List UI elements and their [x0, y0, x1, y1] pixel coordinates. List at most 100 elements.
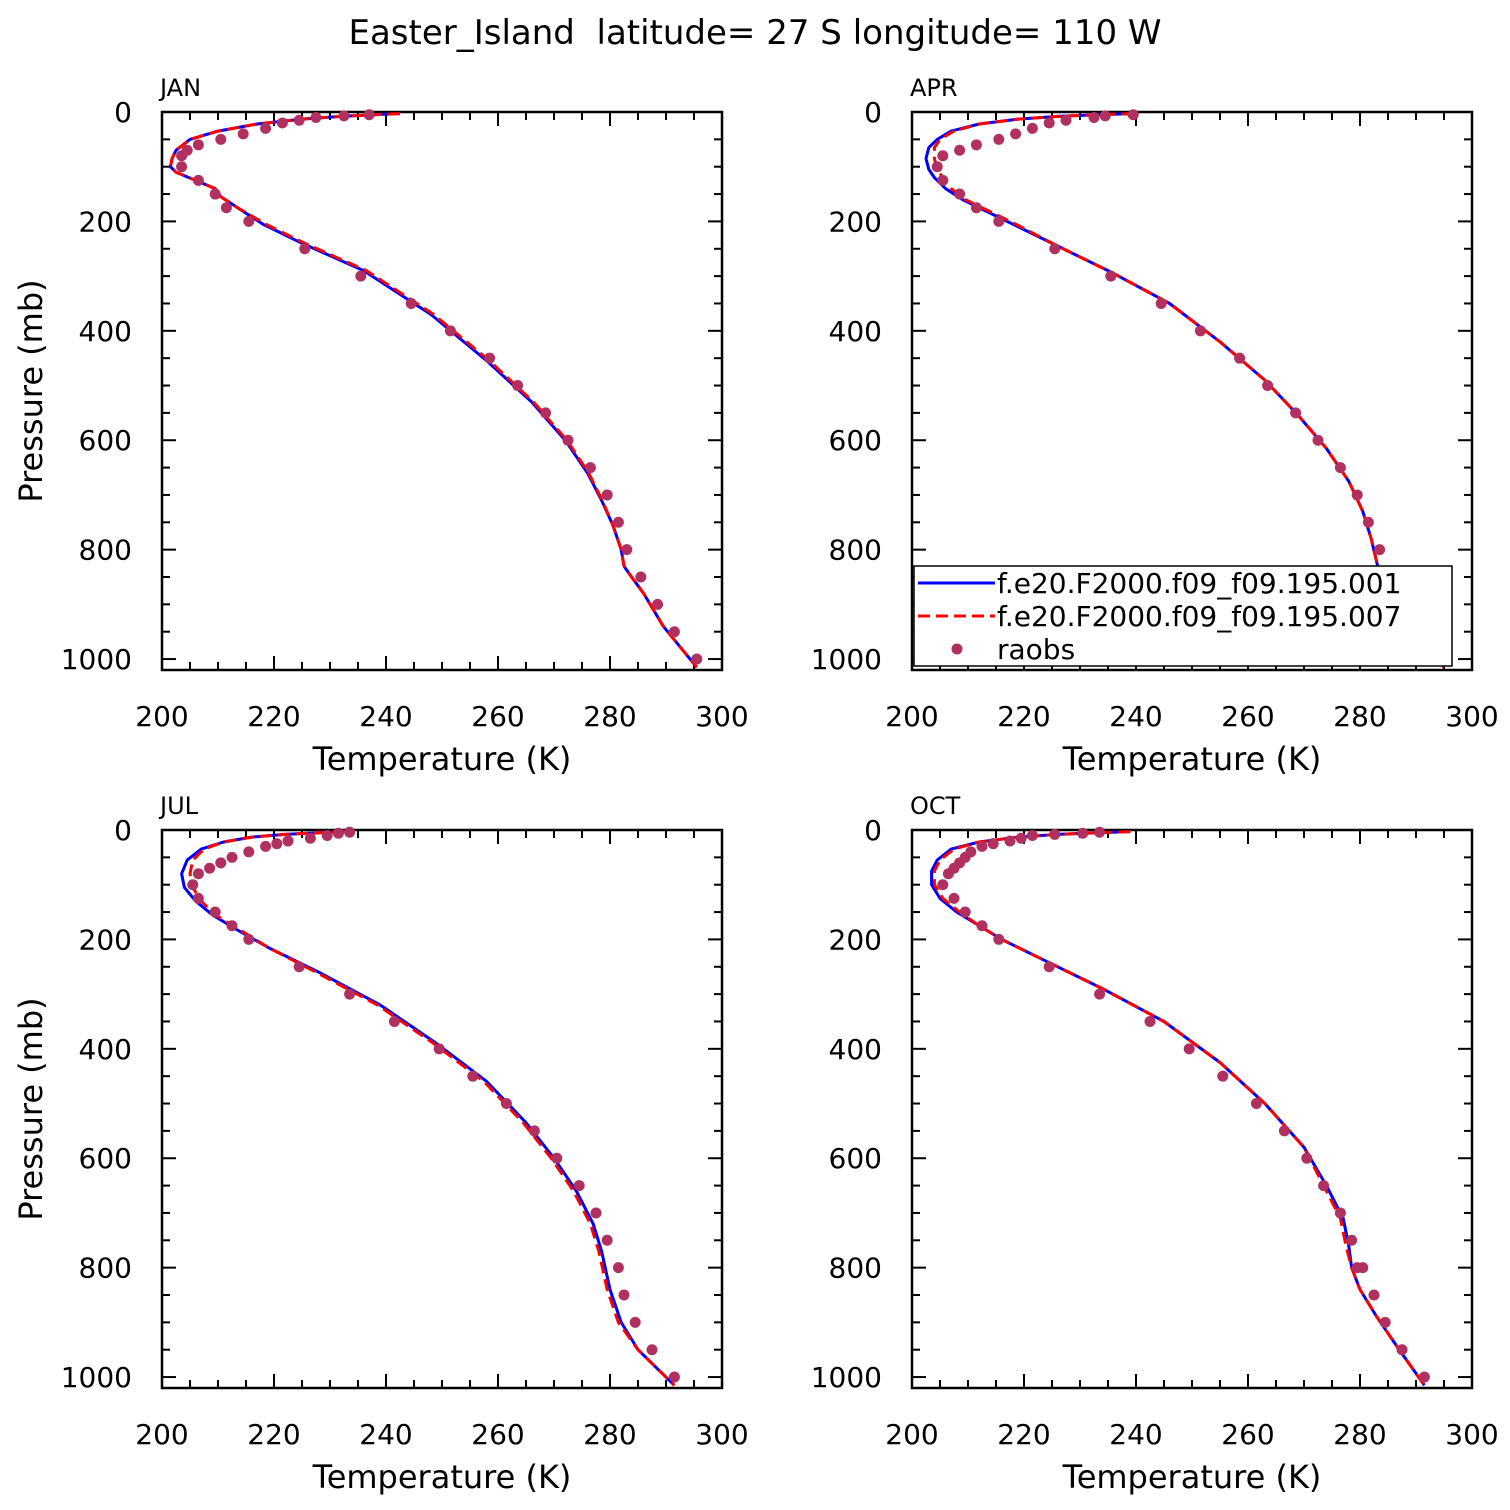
- raobs-point: [192, 174, 204, 186]
- raobs-point: [1099, 110, 1111, 122]
- raobs-point: [621, 544, 633, 556]
- panel-jan: JAN 200 220 240 260 280 300 0 200 400 600 800 1000 Te…: [12, 74, 749, 778]
- x-tick-label: 300: [695, 1418, 748, 1451]
- raobs-point: [433, 1043, 445, 1055]
- y-tick-label: 1000: [61, 1361, 132, 1394]
- raobs-point: [584, 462, 596, 474]
- raobs-point: [338, 110, 350, 122]
- raobs-point: [467, 1070, 479, 1082]
- raobs-point: [1334, 462, 1346, 474]
- raobs-point: [954, 144, 966, 156]
- legend-box: [913, 565, 1453, 667]
- raobs-point: [484, 352, 496, 364]
- y-tick-label: 0: [114, 96, 132, 129]
- raobs-point: [987, 838, 999, 850]
- y-tick-label: 400: [829, 315, 882, 348]
- raobs-point: [215, 857, 227, 869]
- raobs-point: [1060, 114, 1072, 126]
- raobs-point: [1312, 434, 1324, 446]
- raobs-point: [293, 114, 305, 126]
- raobs-point: [243, 846, 255, 858]
- raobs-point: [573, 1180, 585, 1192]
- raobs-point: [1362, 516, 1374, 528]
- y-tick-label: 200: [829, 205, 882, 238]
- legend-marker: [951, 643, 963, 655]
- raobs-point: [1144, 1015, 1156, 1027]
- x-axis-title: Temperature (K): [312, 740, 572, 778]
- raobs-point: [405, 297, 417, 309]
- raobs-point: [1334, 1207, 1346, 1219]
- raobs-point: [959, 906, 971, 918]
- x-tick-label: 280: [583, 700, 636, 733]
- y-tick-label: 400: [79, 1033, 132, 1066]
- raobs-point: [993, 933, 1005, 945]
- raobs-point: [1077, 827, 1089, 839]
- raobs-point: [1043, 961, 1055, 973]
- raobs-point: [176, 161, 188, 173]
- raobs-point: [1183, 1043, 1195, 1055]
- x-tick-label: 260: [1221, 1418, 1274, 1451]
- x-tick-label: 260: [471, 1418, 524, 1451]
- raobs-point: [282, 835, 294, 847]
- raobs-point: [1351, 489, 1363, 501]
- series-line-007: [168, 112, 698, 669]
- raobs-point: [590, 1207, 602, 1219]
- raobs-point: [528, 1125, 540, 1137]
- legend: f.e20.F2000.f09_f09.195.001f.e20.F2000.f…: [913, 565, 1453, 667]
- x-tick-label: 280: [583, 1418, 636, 1451]
- raobs-point: [551, 1152, 563, 1164]
- raobs-point: [293, 961, 305, 973]
- raobs-point: [192, 892, 204, 904]
- y-tick-label: 200: [829, 923, 882, 956]
- raobs-point: [1290, 407, 1302, 419]
- raobs-point: [668, 1371, 680, 1383]
- raobs-point: [299, 243, 311, 255]
- y-axis-title: Pressure (mb): [12, 997, 50, 1220]
- raobs-point: [388, 1015, 400, 1027]
- x-tick-label: 240: [359, 1418, 412, 1451]
- raobs-point: [629, 1316, 641, 1328]
- raobs-point: [931, 161, 943, 173]
- raobs-point: [612, 1262, 624, 1274]
- raobs-point: [1155, 297, 1167, 309]
- raobs-point: [601, 489, 613, 501]
- y-axis-title: Pressure (mb): [12, 279, 50, 502]
- raobs-point: [970, 139, 982, 151]
- raobs-point: [310, 111, 322, 123]
- raobs-point: [176, 150, 188, 162]
- panel-label: OCT: [910, 792, 961, 820]
- raobs-point: [243, 215, 255, 227]
- raobs-point: [937, 879, 949, 891]
- raobs-point: [1094, 988, 1106, 1000]
- x-tick-label: 240: [1109, 700, 1162, 733]
- raobs-point: [344, 826, 356, 838]
- y-tick-label: 200: [79, 205, 132, 238]
- raobs-point: [237, 128, 249, 140]
- x-tick-label: 200: [885, 700, 938, 733]
- raobs-point: [1357, 1262, 1369, 1274]
- raobs-point: [612, 516, 624, 528]
- raobs-point: [540, 407, 552, 419]
- raobs-point: [1127, 109, 1139, 121]
- raobs-point: [970, 202, 982, 214]
- raobs-point: [652, 598, 664, 610]
- raobs-point: [1094, 826, 1106, 838]
- x-tick-label: 220: [997, 1418, 1050, 1451]
- raobs-point: [512, 380, 524, 392]
- y-tick-label: 1000: [811, 1361, 882, 1394]
- legend-label: f.e20.F2000.f09_f09.195.007: [997, 600, 1401, 633]
- raobs-point: [1318, 1180, 1330, 1192]
- raobs-point: [635, 571, 647, 583]
- series-line-001: [930, 830, 1426, 1387]
- raobs-point: [1049, 828, 1061, 840]
- figure-title: Easter_Island latitude= 27 S longitude= …: [348, 13, 1161, 53]
- raobs-point: [562, 434, 574, 446]
- raobs-point: [1234, 352, 1246, 364]
- raobs-point: [1262, 380, 1274, 392]
- raobs-point: [1418, 1371, 1430, 1383]
- raobs-point: [187, 879, 199, 891]
- y-tick-label: 1000: [61, 643, 132, 676]
- x-axis-title: Temperature (K): [1062, 740, 1322, 778]
- x-tick-label: 200: [885, 1418, 938, 1451]
- x-tick-label: 200: [135, 700, 188, 733]
